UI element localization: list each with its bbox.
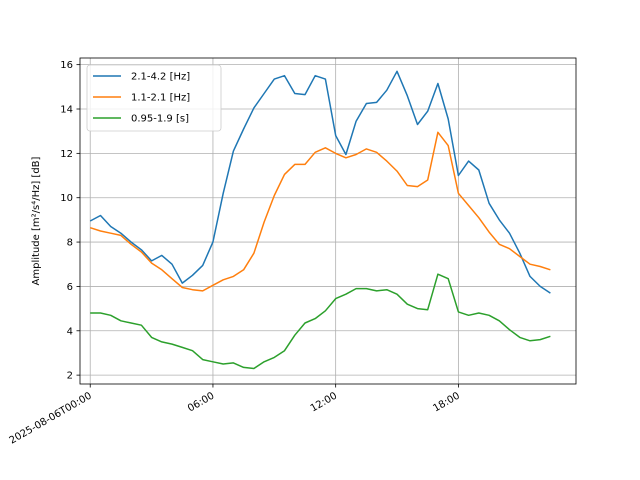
legend-label-3: 0.95-1.9 [s]	[131, 114, 189, 125]
y-tick-label: 16	[60, 60, 73, 71]
y-axis-ticks: 2 4 6 8 10 12 14 16	[60, 60, 80, 382]
legend-box	[86, 64, 222, 132]
y-tick-label: 10	[60, 193, 73, 204]
legend-label-1: 2.1-4.2 [Hz]	[131, 72, 190, 83]
series-line-1	[89, 70, 551, 294]
gridlines	[80, 58, 576, 384]
y-tick-label: 14	[60, 105, 73, 116]
series-line-3	[90, 273, 551, 370]
series-lines	[89, 70, 551, 370]
legend-label-2: 1.1-2.1 [Hz]	[131, 93, 190, 104]
legend: 2.1-4.2 [Hz] 1.1-2.1 [Hz] 0.95-1.9 [s]	[86, 64, 222, 132]
y-tick-label: 6	[67, 282, 73, 293]
plot-frame	[79, 57, 577, 385]
y-tick-label: 12	[60, 149, 73, 160]
y-tick-label: 4	[67, 326, 73, 337]
y-tick-label: 8	[67, 238, 73, 249]
series-line-2	[89, 131, 551, 292]
y-axis-label: Amplitude [m²/s⁴/Hz] [dB]	[31, 156, 42, 285]
y-tick-label: 2	[67, 371, 73, 382]
